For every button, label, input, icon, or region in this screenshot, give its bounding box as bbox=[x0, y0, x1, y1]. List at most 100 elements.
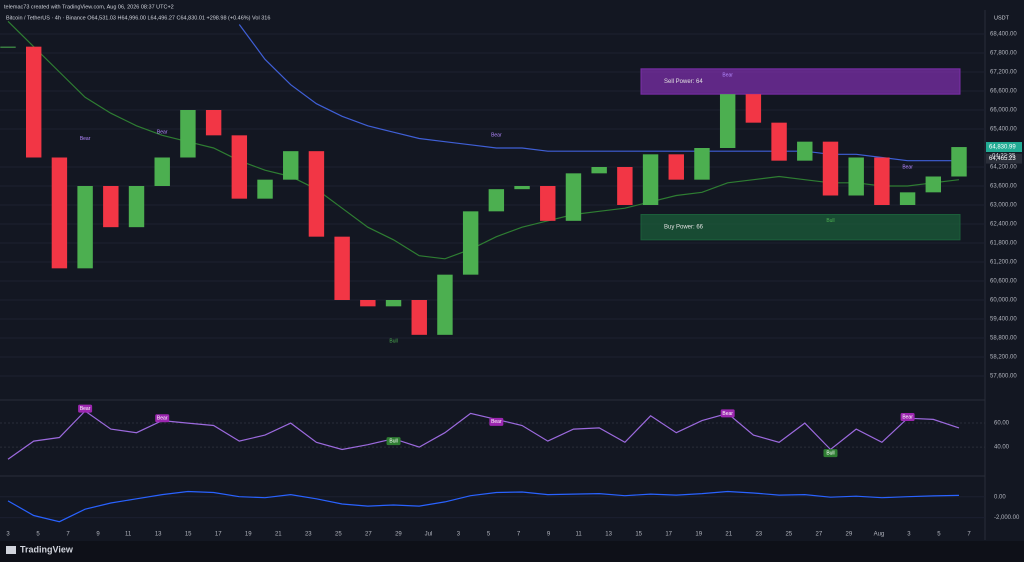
x-tick-label: 17 bbox=[665, 532, 672, 538]
y-tick-label: 63,000.00 bbox=[990, 203, 1017, 209]
candle bbox=[128, 186, 145, 228]
y-tick-label: 0.00 bbox=[994, 494, 1006, 500]
candle bbox=[103, 186, 119, 228]
signal-label: Bull bbox=[826, 450, 834, 456]
x-tick-label: 13 bbox=[605, 532, 612, 538]
x-tick-label: 11 bbox=[125, 532, 132, 538]
signal-label: Bear bbox=[80, 136, 91, 142]
signal-badge bbox=[720, 409, 735, 418]
zone-label: Sell Power: 64 bbox=[664, 79, 703, 85]
signal-label: Bear bbox=[722, 411, 733, 417]
candle bbox=[205, 110, 222, 136]
y-tick-label: 67,200.00 bbox=[990, 70, 1017, 76]
x-tick-label: 19 bbox=[695, 532, 702, 538]
signal-label: Bear bbox=[902, 164, 913, 170]
x-tick-label: Jul bbox=[425, 532, 433, 538]
x-tick-label: 13 bbox=[155, 532, 162, 538]
x-tick-label: 21 bbox=[275, 532, 282, 538]
currency: USDT bbox=[994, 15, 1010, 21]
candle bbox=[745, 94, 762, 123]
countdown: 04:22:35 bbox=[992, 154, 1016, 160]
signal-label: Bear bbox=[491, 133, 502, 139]
x-tick-label: 25 bbox=[335, 532, 342, 538]
brand: TradingView bbox=[20, 544, 74, 554]
moving-average bbox=[7, 20, 960, 260]
candle bbox=[540, 186, 556, 221]
y-tick-label: 61,200.00 bbox=[990, 260, 1017, 266]
candle bbox=[694, 148, 710, 180]
candle bbox=[257, 179, 273, 199]
x-tick-label: 3 bbox=[457, 532, 461, 538]
x-tick-label: 5 bbox=[36, 532, 40, 538]
candle bbox=[771, 122, 787, 161]
candle bbox=[334, 236, 350, 300]
x-tick-label: 23 bbox=[755, 532, 762, 538]
x-tick-label: 3 bbox=[907, 532, 911, 538]
signal-badge bbox=[155, 414, 170, 423]
candle bbox=[925, 176, 942, 193]
candle bbox=[848, 157, 864, 196]
moving-average bbox=[238, 24, 959, 162]
y-tick-label: 60,000.00 bbox=[990, 298, 1017, 304]
y-tick-label: -2,000.00 bbox=[994, 515, 1020, 521]
price-tag-label: 64,465.23 bbox=[989, 156, 1016, 162]
x-tick-label: 19 bbox=[245, 532, 252, 538]
candle bbox=[488, 189, 505, 212]
candle bbox=[874, 157, 890, 205]
zone-label: Buy Power: 66 bbox=[664, 225, 704, 231]
candle bbox=[719, 94, 736, 148]
candle bbox=[822, 141, 839, 196]
price-tag bbox=[986, 153, 1022, 164]
x-tick-label: 23 bbox=[305, 532, 312, 538]
signal-label: Bear bbox=[722, 72, 733, 78]
candle bbox=[308, 151, 325, 237]
x-tick-label: 7 bbox=[967, 532, 971, 538]
candle bbox=[617, 167, 633, 205]
candle bbox=[591, 167, 607, 174]
zone bbox=[640, 68, 961, 95]
signal-badge bbox=[900, 413, 915, 422]
y-tick-label: 40.00 bbox=[994, 445, 1010, 451]
price-tag bbox=[986, 142, 1022, 153]
macd-line bbox=[7, 490, 960, 523]
x-tick-label: 21 bbox=[725, 532, 732, 538]
x-tick-label: 11 bbox=[575, 532, 582, 538]
y-tick-label: 66,000.00 bbox=[990, 108, 1017, 114]
y-tick-label: 68,400.00 bbox=[990, 32, 1017, 38]
y-tick-label: 62,400.00 bbox=[990, 222, 1017, 228]
y-tick-label: 64,200.00 bbox=[990, 165, 1017, 171]
x-tick-label: 9 bbox=[547, 532, 551, 538]
logo-icon bbox=[6, 546, 16, 554]
y-tick-label: 60,600.00 bbox=[990, 279, 1017, 285]
x-tick-label: 27 bbox=[816, 532, 823, 538]
signal-label: Bull bbox=[826, 218, 834, 224]
y-tick-label: 60.00 bbox=[994, 421, 1010, 427]
x-tick-label: 15 bbox=[635, 532, 642, 538]
x-tick-label: 15 bbox=[185, 532, 192, 538]
y-tick-label: 58,200.00 bbox=[990, 355, 1017, 361]
x-tick-label: Aug bbox=[874, 532, 885, 538]
signal-label: Bear bbox=[157, 416, 168, 422]
author-line: telemac73 created with TradingView.com, … bbox=[4, 4, 174, 10]
candle bbox=[51, 157, 68, 269]
x-tick-label: 5 bbox=[937, 532, 941, 538]
y-tick-label: 65,400.00 bbox=[990, 127, 1017, 133]
y-tick-label: 57,600.00 bbox=[990, 374, 1017, 380]
y-tick-label: 61,800.00 bbox=[990, 241, 1017, 247]
price-tag-label: 64,830.99 bbox=[989, 145, 1016, 151]
y-tick-label: 59,400.00 bbox=[990, 317, 1017, 323]
y-tick-label: 63,600.00 bbox=[990, 184, 1017, 190]
x-tick-label: 9 bbox=[96, 532, 100, 538]
signal-label: Bear bbox=[157, 129, 168, 135]
signal-label: Bull bbox=[389, 438, 397, 444]
candle bbox=[437, 274, 453, 335]
candle bbox=[385, 300, 402, 307]
candle bbox=[899, 192, 916, 205]
x-tick-label: 27 bbox=[365, 532, 372, 538]
footer-bar bbox=[0, 541, 1024, 562]
y-tick-label: 66,600.00 bbox=[990, 89, 1017, 95]
x-tick-label: 7 bbox=[66, 532, 70, 538]
x-tick-label: 25 bbox=[785, 532, 792, 538]
signal-badge bbox=[823, 449, 838, 458]
